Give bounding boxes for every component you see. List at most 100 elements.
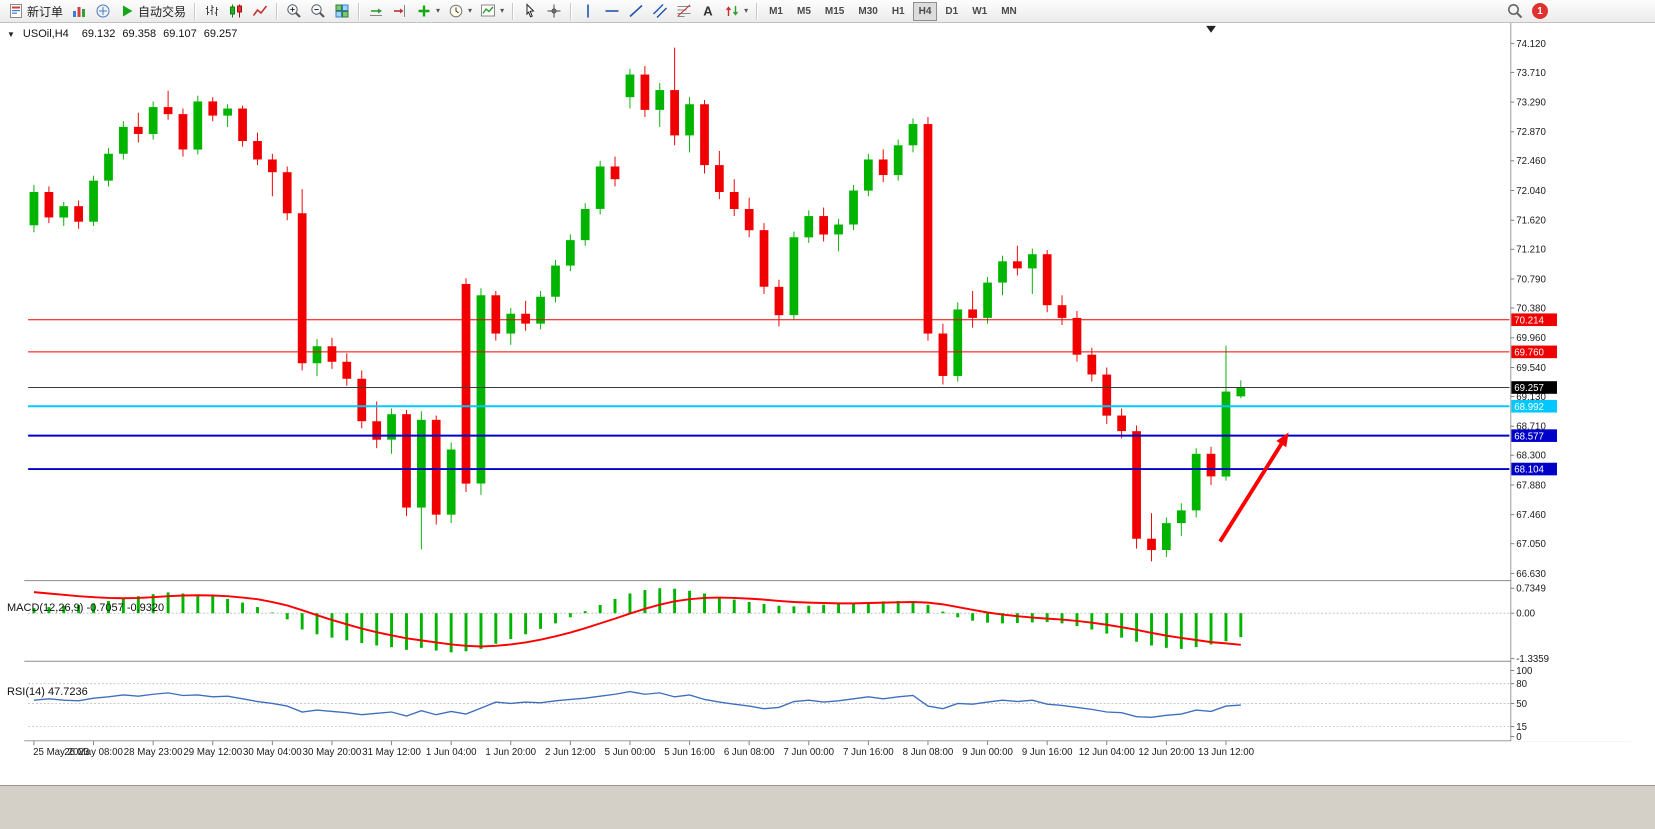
svg-text:8 Jun 08:00: 8 Jun 08:00	[903, 747, 954, 758]
svg-text:30 May 20:00: 30 May 20:00	[303, 747, 362, 758]
svg-text:70.214: 70.214	[1514, 315, 1544, 326]
chart-shift-button[interactable]	[388, 1, 412, 21]
crosshair-tool-button[interactable]	[542, 1, 566, 21]
svg-text:-1.3359: -1.3359	[1516, 654, 1549, 665]
price-label-68.104	[1511, 462, 1557, 476]
cursor-tool-button[interactable]	[518, 1, 542, 21]
line-chart-mode-button[interactable]	[248, 1, 272, 21]
svg-text:68.577: 68.577	[1514, 431, 1544, 442]
svg-text:13 Jun 12:00: 13 Jun 12:00	[1198, 747, 1255, 758]
svg-text:2 Jun 12:00: 2 Jun 12:00	[545, 747, 596, 758]
timeframe-w1-button[interactable]: W1	[966, 2, 993, 21]
vertical-line-tool-button[interactable]	[576, 1, 600, 21]
arrows-icon	[726, 6, 739, 16]
chart-shift-icon	[394, 5, 406, 17]
rsi-line	[33, 690, 1241, 719]
svg-text:26 May 08:00: 26 May 08:00	[64, 747, 123, 758]
svg-text:0.00: 0.00	[1516, 609, 1535, 620]
price-label-69.257	[1511, 381, 1557, 394]
timeframe-m1-button[interactable]: M1	[763, 2, 789, 21]
chevron-down-icon: ▾	[468, 6, 473, 15]
svg-text:25 May 2023: 25 May 2023	[33, 747, 89, 758]
new-order-button[interactable]: 新订单	[4, 1, 67, 21]
new-order-icon	[10, 4, 22, 18]
svg-text:9 Jun 16:00: 9 Jun 16:00	[1022, 747, 1073, 758]
market-watch-icon	[73, 7, 86, 17]
timeframe-mn-button[interactable]: MN	[995, 2, 1023, 21]
timeframe-d1-button[interactable]: D1	[939, 2, 964, 21]
channel-tool-button[interactable]	[648, 1, 672, 21]
indicators-button[interactable]: ▾	[476, 1, 508, 21]
chart-ohlc-header: ▼ USOil,H4 69.132 69.358 69.107 69.257	[7, 28, 237, 40]
new-chart-button[interactable]: ▾	[412, 1, 444, 21]
price-label-68.577	[1511, 429, 1557, 442]
toolbar-separator	[358, 2, 361, 20]
zoom-in-button[interactable]	[282, 1, 306, 21]
vertical-line-icon	[587, 4, 589, 18]
text-tool-button[interactable]: A	[696, 1, 720, 21]
toolbar-separator	[512, 2, 515, 20]
svg-text:5 Jun 00:00: 5 Jun 00:00	[605, 747, 656, 758]
ohlc-low-value: 69.107	[163, 28, 197, 40]
svg-text:72.460: 72.460	[1516, 156, 1546, 167]
timeframe-m5-button[interactable]: M5	[791, 2, 817, 21]
svg-text:0.7349: 0.7349	[1516, 584, 1546, 595]
autotrading-button[interactable]: 自动交易	[115, 1, 190, 21]
auto-scroll-button[interactable]	[364, 1, 388, 21]
svg-text:68.710: 68.710	[1516, 422, 1546, 433]
chart-window: 74.120 73.710 73.290 72.870 72.460 72.040 71.6…	[0, 23, 1655, 785]
arrows-tool-button[interactable]: ▾	[720, 1, 752, 21]
zoom-out-button[interactable]	[306, 1, 330, 21]
timeframe-h4-button[interactable]: H4	[912, 1, 938, 21]
autotrading-play-icon	[123, 5, 133, 17]
toolbar: 新订单 自动交易	[0, 0, 1655, 23]
tile-windows-button[interactable]	[330, 1, 354, 21]
svg-text:71.620: 71.620	[1516, 216, 1546, 227]
fibonacci-icon	[677, 4, 691, 17]
svg-text:66.630: 66.630	[1516, 569, 1546, 580]
candlestick-series	[29, 47, 1246, 562]
autotrading-label: 自动交易	[138, 4, 187, 19]
search-icon[interactable]	[1507, 3, 1523, 19]
svg-text:73.290: 73.290	[1516, 98, 1546, 109]
fibonacci-tool-button[interactable]	[672, 1, 696, 21]
candlestick-mode-button[interactable]	[224, 1, 248, 21]
navigator-button[interactable]	[91, 1, 115, 21]
navigator-icon	[96, 4, 110, 18]
tile-windows-icon	[335, 4, 349, 18]
new-chart-plus-icon	[418, 5, 430, 17]
ohlc-close-value: 69.257	[203, 28, 238, 40]
chart-plot-area[interactable]	[24, 23, 1631, 763]
svg-text:74.120: 74.120	[1516, 39, 1546, 50]
svg-text:71.210: 71.210	[1516, 245, 1546, 256]
market-watch-button[interactable]	[67, 1, 91, 21]
timeframe-h1-button[interactable]: H1	[886, 2, 911, 21]
timeframe-m15-button[interactable]: M15	[819, 2, 850, 21]
toolbar-separator	[276, 2, 279, 20]
chart-collapse-icon[interactable]: ▼	[7, 29, 15, 39]
cursor-icon	[526, 3, 535, 18]
channel-icon	[653, 4, 668, 18]
chevron-down-icon: ▾	[436, 6, 441, 15]
trendline-tool-button[interactable]	[624, 1, 648, 21]
toolbar-separator	[194, 2, 197, 20]
horizontal-line-tool-button[interactable]	[600, 1, 624, 21]
notification-badge[interactable]: 1	[1532, 3, 1548, 19]
auto-scroll-icon	[370, 8, 383, 16]
svg-text:67.880: 67.880	[1516, 480, 1546, 491]
periods-button[interactable]: ▾	[444, 1, 476, 21]
timeframe-group: M1 M5 M15 M30 H1 H4 D1 W1 MN	[762, 1, 1024, 21]
svg-text:12 Jun 20:00: 12 Jun 20:00	[1138, 747, 1195, 758]
svg-text:0: 0	[1516, 732, 1522, 743]
ohlc-high-value: 69.358	[122, 28, 157, 40]
timeframe-m30-button[interactable]: M30	[852, 2, 883, 21]
chart-shift-marker-icon[interactable]	[1206, 25, 1216, 33]
trend-arrow-annotation[interactable]	[1218, 432, 1289, 543]
svg-text:50: 50	[1516, 699, 1527, 710]
rsi-indicator-header: RSI(14) 47.7236	[7, 686, 88, 698]
horizontal-line-icon	[605, 10, 619, 12]
chart-canvas[interactable]: 74.120 73.710 73.290 72.870 72.460 72.040 71.6…	[0, 23, 1655, 785]
time-axis[interactable]	[24, 741, 1631, 763]
bottom-bar	[0, 785, 1655, 829]
bar-chart-mode-button[interactable]	[200, 1, 224, 21]
